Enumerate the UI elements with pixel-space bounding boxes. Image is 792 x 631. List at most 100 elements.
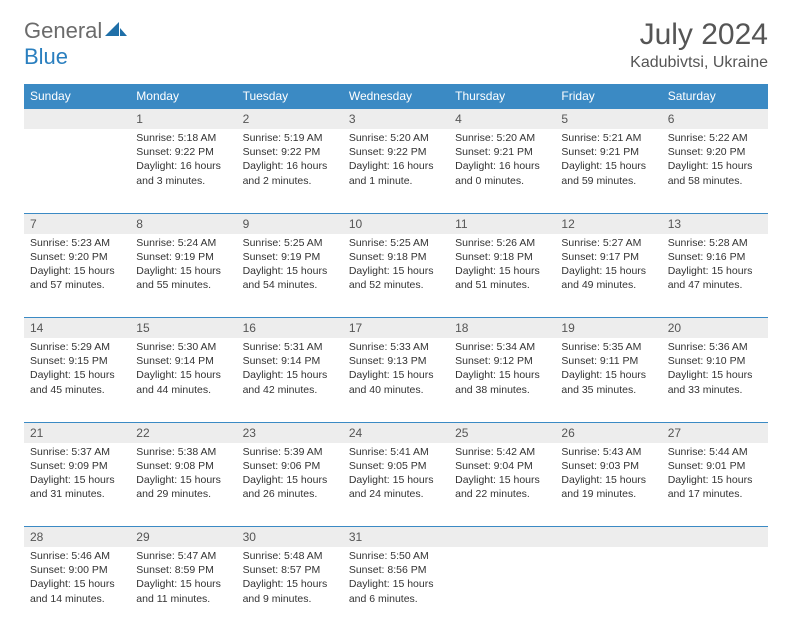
day-content: Sunrise: 5:33 AMSunset: 9:13 PMDaylight:…	[343, 338, 449, 401]
daylight-text: Daylight: 15 hours	[455, 264, 549, 278]
daynum-cell: 3	[343, 109, 449, 130]
daylight-text: and 22 minutes.	[455, 487, 549, 501]
sunset-text: Sunset: 9:15 PM	[30, 354, 124, 368]
day-number: 28	[24, 527, 130, 547]
sunset-text: Sunset: 9:19 PM	[243, 250, 337, 264]
sunrise-text: Sunrise: 5:37 AM	[30, 445, 124, 459]
day-cell: Sunrise: 5:28 AMSunset: 9:16 PMDaylight:…	[662, 234, 768, 318]
logo-text-general: General	[24, 18, 102, 44]
day-content: Sunrise: 5:27 AMSunset: 9:17 PMDaylight:…	[555, 234, 661, 297]
daylight-text: and 33 minutes.	[668, 383, 762, 397]
sunrise-text: Sunrise: 5:48 AM	[243, 549, 337, 563]
sunset-text: Sunset: 9:00 PM	[30, 563, 124, 577]
day-cell: Sunrise: 5:39 AMSunset: 9:06 PMDaylight:…	[237, 443, 343, 527]
day-content: Sunrise: 5:42 AMSunset: 9:04 PMDaylight:…	[449, 443, 555, 506]
sunrise-text: Sunrise: 5:21 AM	[561, 131, 655, 145]
daylight-text: Daylight: 15 hours	[455, 368, 549, 382]
sunset-text: Sunset: 9:06 PM	[243, 459, 337, 473]
daylight-text: Daylight: 16 hours	[455, 159, 549, 173]
day-number: 19	[555, 318, 661, 338]
sunset-text: Sunset: 9:14 PM	[243, 354, 337, 368]
day-number: 5	[555, 109, 661, 129]
daynum-cell: 24	[343, 422, 449, 443]
weekday-header: Thursday	[449, 84, 555, 109]
sunrise-text: Sunrise: 5:47 AM	[136, 549, 230, 563]
sunset-text: Sunset: 9:14 PM	[136, 354, 230, 368]
daynum-cell: 11	[449, 213, 555, 234]
daynum-row: 21222324252627	[24, 422, 768, 443]
day-content: Sunrise: 5:23 AMSunset: 9:20 PMDaylight:…	[24, 234, 130, 297]
day-content: Sunrise: 5:34 AMSunset: 9:12 PMDaylight:…	[449, 338, 555, 401]
daylight-text: Daylight: 15 hours	[136, 368, 230, 382]
daylight-text: Daylight: 15 hours	[349, 264, 443, 278]
sunrise-text: Sunrise: 5:33 AM	[349, 340, 443, 354]
day-cell: Sunrise: 5:44 AMSunset: 9:01 PMDaylight:…	[662, 443, 768, 527]
day-content: Sunrise: 5:47 AMSunset: 8:59 PMDaylight:…	[130, 547, 236, 610]
sunset-text: Sunset: 9:05 PM	[349, 459, 443, 473]
sunset-text: Sunset: 9:20 PM	[30, 250, 124, 264]
day-number: 16	[237, 318, 343, 338]
week-content-row: Sunrise: 5:29 AMSunset: 9:15 PMDaylight:…	[24, 338, 768, 422]
day-number: 30	[237, 527, 343, 547]
daylight-text: Daylight: 15 hours	[561, 264, 655, 278]
daylight-text: and 9 minutes.	[243, 592, 337, 606]
daylight-text: and 14 minutes.	[30, 592, 124, 606]
sunset-text: Sunset: 9:13 PM	[349, 354, 443, 368]
daylight-text: and 44 minutes.	[136, 383, 230, 397]
daylight-text: and 51 minutes.	[455, 278, 549, 292]
sunset-text: Sunset: 9:04 PM	[455, 459, 549, 473]
day-cell	[449, 547, 555, 631]
daynum-row: 28293031	[24, 527, 768, 548]
day-content: Sunrise: 5:19 AMSunset: 9:22 PMDaylight:…	[237, 129, 343, 192]
daylight-text: and 26 minutes.	[243, 487, 337, 501]
week-content-row: Sunrise: 5:37 AMSunset: 9:09 PM Daylight:…	[24, 443, 768, 527]
day-content: Sunrise: 5:20 AMSunset: 9:21 PMDaylight:…	[449, 129, 555, 192]
sunset-text: Sunset: 9:09 PM	[30, 459, 124, 473]
daylight-text: Daylight: 16 hours	[243, 159, 337, 173]
daylight-text: Daylight: 15 hours	[243, 368, 337, 382]
daynum-row: 78910111213	[24, 213, 768, 234]
sunrise-text: Sunrise: 5:44 AM	[668, 445, 762, 459]
day-cell: Sunrise: 5:21 AMSunset: 9:21 PMDaylight:…	[555, 129, 661, 213]
sunrise-text: Sunrise: 5:42 AM	[455, 445, 549, 459]
day-cell: Sunrise: 5:42 AMSunset: 9:04 PMDaylight:…	[449, 443, 555, 527]
week-content-row: Sunrise: 5:46 AMSunset: 9:00 PMDaylight:…	[24, 547, 768, 631]
daylight-text: Daylight: 15 hours	[561, 159, 655, 173]
sunset-text: Sunset: 9:22 PM	[243, 145, 337, 159]
sunrise-text: Sunrise: 5:38 AM	[136, 445, 230, 459]
sunrise-text: Sunrise: 5:41 AM	[349, 445, 443, 459]
day-cell: Sunrise: 5:33 AMSunset: 9:13 PMDaylight:…	[343, 338, 449, 422]
daynum-cell: 30	[237, 527, 343, 548]
weekday-header: Monday	[130, 84, 236, 109]
daylight-text: Daylight: 15 hours	[349, 368, 443, 382]
day-cell: Sunrise: 5:47 AMSunset: 8:59 PMDaylight:…	[130, 547, 236, 631]
daylight-text: and 3 minutes.	[136, 174, 230, 188]
sunset-text: Sunset: 9:22 PM	[136, 145, 230, 159]
sunrise-text: Sunrise: 5:46 AM	[30, 549, 124, 563]
day-number	[24, 109, 130, 115]
day-content: Sunrise: 5:50 AMSunset: 8:56 PMDaylight:…	[343, 547, 449, 610]
daylight-text: and 1 minute.	[349, 174, 443, 188]
sunrise-text: Sunrise: 5:18 AM	[136, 131, 230, 145]
day-number: 8	[130, 214, 236, 234]
day-content: Sunrise: 5:31 AMSunset: 9:14 PMDaylight:…	[237, 338, 343, 401]
daylight-text: Daylight: 15 hours	[243, 264, 337, 278]
day-cell: Sunrise: 5:48 AMSunset: 8:57 PMDaylight:…	[237, 547, 343, 631]
sunrise-text: Sunrise: 5:39 AM	[243, 445, 337, 459]
day-number: 20	[662, 318, 768, 338]
day-cell: Sunrise: 5:46 AMSunset: 9:00 PMDaylight:…	[24, 547, 130, 631]
logo-text-blue-wrap: Blue	[24, 44, 68, 70]
daynum-row: 123456	[24, 109, 768, 130]
daynum-cell: 12	[555, 213, 661, 234]
sunrise-text: Sunrise: 5:31 AM	[243, 340, 337, 354]
location: Kadubivtsi, Ukraine	[630, 54, 768, 72]
day-content: Sunrise: 5:29 AMSunset: 9:15 PMDaylight:…	[24, 338, 130, 401]
daynum-cell: 10	[343, 213, 449, 234]
daylight-text: Daylight: 15 hours	[561, 473, 655, 487]
day-number: 21	[24, 423, 130, 443]
day-cell	[662, 547, 768, 631]
daylight-text: Daylight: 15 hours	[668, 264, 762, 278]
day-cell: Sunrise: 5:26 AMSunset: 9:18 PMDaylight:…	[449, 234, 555, 318]
daynum-cell: 23	[237, 422, 343, 443]
daylight-text: and 45 minutes.	[30, 383, 124, 397]
